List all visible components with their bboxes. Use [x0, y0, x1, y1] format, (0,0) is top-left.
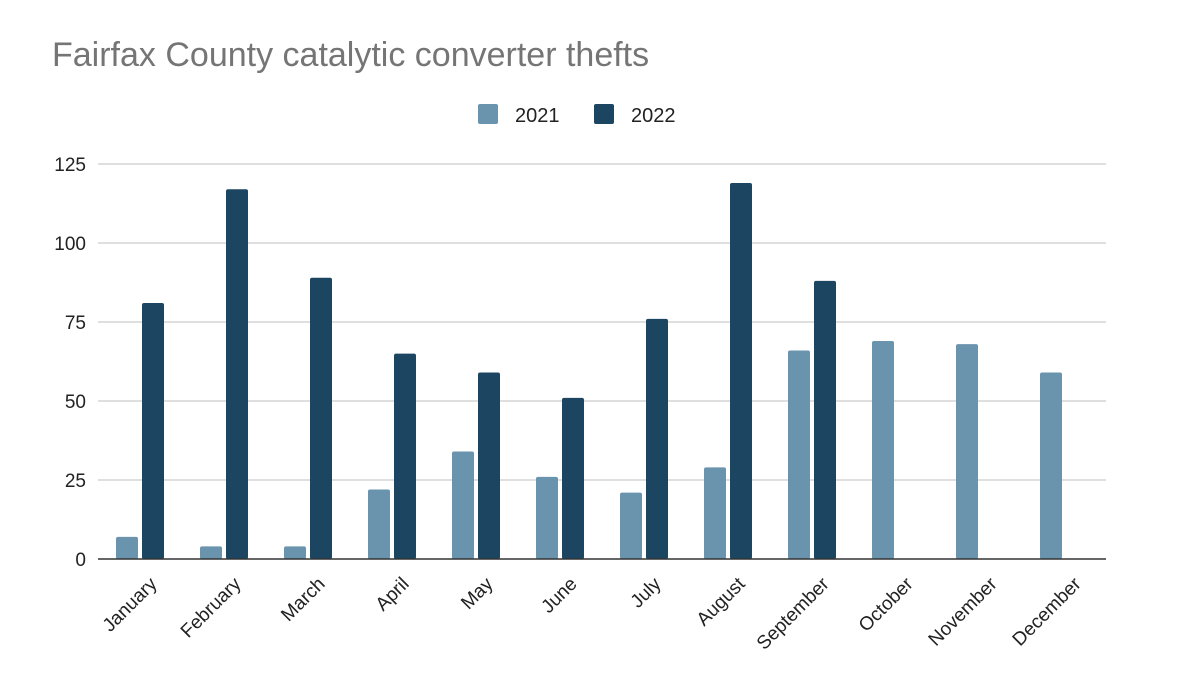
y-tick-label: 25 [65, 471, 86, 492]
bar-2022-june [562, 397, 584, 559]
x-tick-label: April [372, 574, 414, 616]
bar-2022-january [142, 303, 164, 559]
bar-2021-august [704, 467, 726, 559]
x-tick-label: February [177, 573, 246, 642]
bar-2021-september [788, 350, 810, 559]
bar-2021-march [284, 546, 306, 559]
x-tick-label: June [538, 574, 582, 618]
x-tick-label: December [1009, 573, 1086, 650]
legend-swatch [478, 104, 498, 124]
gridlines [98, 163, 1106, 481]
bar-2021-may [452, 451, 474, 559]
x-tick-label: May [457, 573, 498, 614]
bar-2021-february [200, 546, 222, 559]
x-tick-label: September [753, 573, 834, 654]
bar-2021-january [116, 536, 138, 559]
x-tick-label: October [855, 573, 918, 636]
x-tick-label: January [99, 573, 162, 636]
bar-2021-november [956, 344, 978, 559]
bar-2022-august [730, 182, 752, 559]
y-tick-label: 0 [75, 550, 86, 571]
bar-2021-december [1040, 372, 1062, 559]
y-tick-label: 75 [65, 313, 86, 334]
x-axis-ticks: January February March April May June July Augu… [99, 573, 1086, 654]
bar-2021-june [536, 476, 558, 559]
bar-2022-september [814, 280, 836, 559]
legend: 2021 2022 [478, 104, 676, 127]
legend-item-2022: 2022 [594, 104, 676, 127]
x-tick-label: March [277, 574, 329, 626]
bar-2022-february [226, 189, 248, 559]
y-axis-ticks: 0 25 50 75 100 125 [54, 155, 86, 571]
x-tick-label: July [627, 573, 666, 612]
bars [116, 182, 1062, 559]
bar-2021-october [872, 340, 894, 559]
legend-item-2021: 2021 [478, 104, 560, 127]
bar-2021-april [368, 489, 390, 559]
legend-swatch [594, 104, 614, 124]
y-tick-label: 100 [54, 234, 86, 255]
x-tick-label: August [693, 573, 750, 630]
bar-2022-april [394, 353, 416, 559]
y-tick-label: 125 [54, 155, 86, 176]
x-tick-label: November [925, 573, 1002, 650]
bar-2022-march [310, 277, 332, 559]
y-tick-label: 50 [65, 392, 86, 413]
bar-2022-may [478, 372, 500, 559]
chart-title: Fairfax County catalytic converter theft… [52, 36, 650, 74]
legend-label: 2022 [631, 105, 676, 127]
legend-label: 2021 [515, 105, 560, 127]
bar-2022-july [646, 318, 668, 559]
bar-2021-july [620, 492, 642, 559]
